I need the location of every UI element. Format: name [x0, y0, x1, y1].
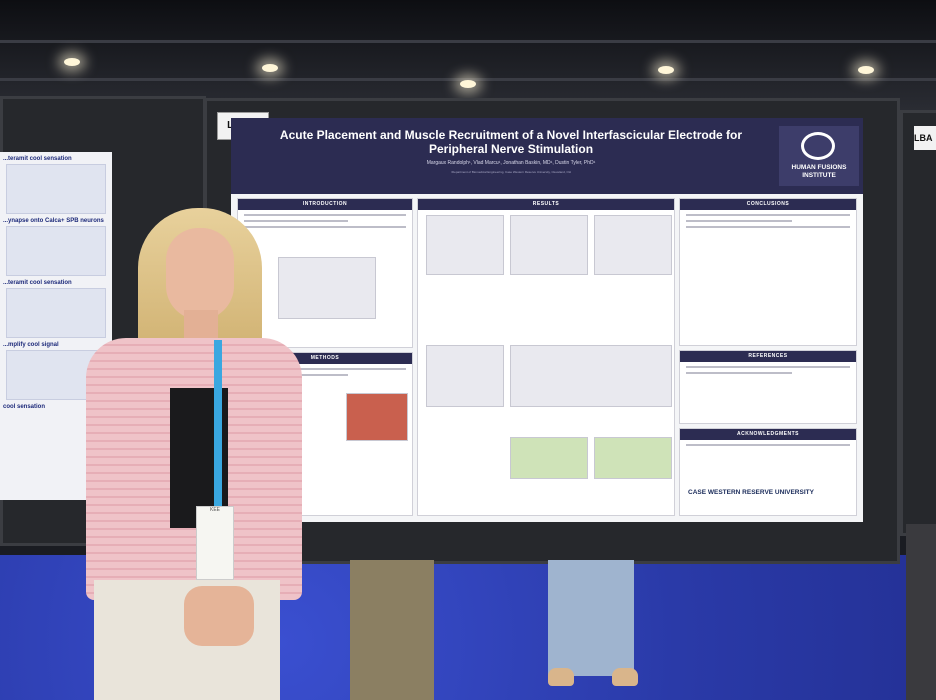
left-poster-heading: ...teramit cool sensation: [3, 156, 72, 162]
right-board-tag: LBA: [914, 126, 936, 150]
text-line: [686, 372, 792, 374]
section-heading: RESULTS: [418, 199, 674, 210]
left-poster-figure: [6, 288, 106, 338]
section-heading: ACKNOWLEDGMENTS: [680, 429, 856, 440]
ceiling-truss: [0, 78, 936, 81]
ceiling-light: [460, 80, 476, 88]
poster-authors: Margaux Randolph¹, Vlad Marcu¹, Jonathan…: [426, 160, 596, 166]
left-poster-heading: ...mplify cool signal: [3, 342, 59, 348]
ceiling-truss: [0, 40, 936, 43]
section-heading: INTRODUCTION: [238, 199, 412, 210]
left-poster-heading: ...ynapse onto Calca+ SPB neurons: [3, 218, 104, 224]
acknowledgments-section: ACKNOWLEDGMENTS CASE WESTERN RESERVE UNI…: [679, 428, 857, 516]
left-poster-figure: [6, 164, 106, 214]
text-line: [686, 214, 850, 216]
research-poster: Acute Placement and Muscle Recruitment o…: [231, 118, 863, 522]
left-poster-heading: ...teramit cool sensation: [3, 280, 72, 286]
results-table: [594, 437, 672, 479]
electrode-figure: [278, 257, 376, 319]
text-line: [686, 220, 792, 222]
bystander-legs: [548, 560, 634, 676]
text-line: [244, 226, 406, 228]
results-table: [510, 437, 588, 479]
ceiling-light: [64, 58, 80, 66]
poster-title: Acute Placement and Muscle Recruitment o…: [279, 128, 743, 156]
surgical-photo: [346, 393, 408, 441]
results-figure: [510, 345, 672, 407]
ceiling-light: [262, 64, 278, 72]
results-figure: [426, 215, 504, 275]
section-heading: REFERENCES: [680, 351, 856, 362]
section-heading: CONCLUSIONS: [680, 199, 856, 210]
poster-header: Acute Placement and Muscle Recruitment o…: [231, 118, 863, 194]
right-poster-board: [900, 110, 936, 536]
results-figure: [594, 215, 672, 275]
lanyard: [214, 340, 222, 550]
human-fusions-logo: HUMAN FUSIONS INSTITUTE: [779, 126, 859, 186]
shoe: [548, 668, 574, 686]
left-poster-figure: [6, 226, 106, 276]
presenter-hands: [184, 586, 254, 646]
name-badge: KEE: [196, 506, 234, 580]
section-heading: METHODS: [238, 353, 412, 364]
poster-affiliation: ¹Department of Biomedical Engineering, C…: [451, 170, 571, 174]
university-logo: CASE WESTERN RESERVE UNIVERSITY: [688, 489, 814, 496]
bystander-legs: [350, 560, 434, 700]
logo-icon: [801, 132, 835, 160]
references-section: REFERENCES: [679, 350, 857, 424]
results-figure: [426, 345, 504, 407]
ceiling-light: [858, 66, 874, 74]
text-line: [686, 366, 850, 368]
text-line: [686, 444, 850, 446]
results-section: RESULTS: [417, 198, 675, 516]
conclusions-section: CONCLUSIONS: [679, 198, 857, 346]
text-line: [244, 214, 406, 216]
ceiling-light: [658, 66, 674, 74]
logo-text: HUMAN FUSIONS INSTITUTE: [791, 164, 847, 179]
text-line: [686, 226, 850, 228]
text-line: [244, 368, 406, 370]
text-line: [244, 220, 349, 222]
ceiling: [0, 0, 936, 110]
shoe: [612, 668, 638, 686]
display-stand: [906, 524, 936, 700]
results-figure: [510, 215, 588, 275]
introduction-section: INTRODUCTION: [237, 198, 413, 348]
presenter-face: [166, 228, 234, 320]
left-poster: ...teramit cool sensation ...ynapse onto…: [0, 152, 112, 500]
left-poster-heading: cool sensation: [3, 404, 46, 410]
